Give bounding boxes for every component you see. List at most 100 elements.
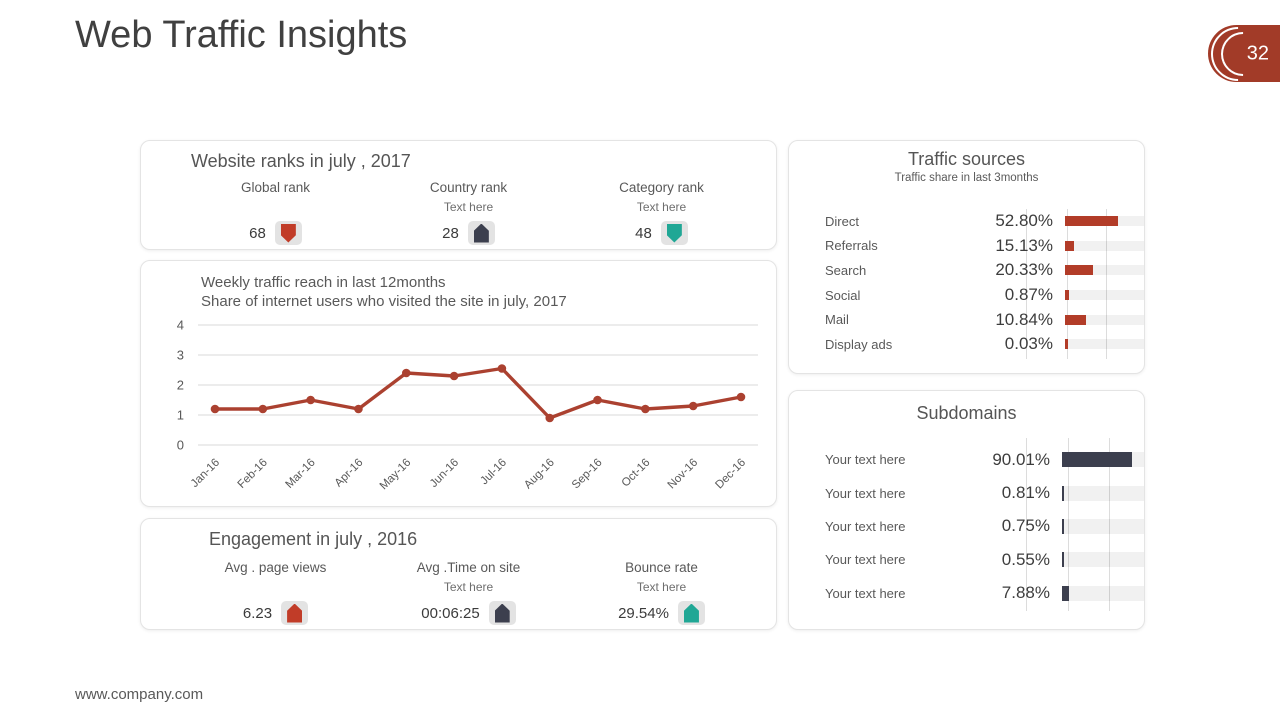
data-point xyxy=(497,364,507,373)
engagement-card: Engagement in july , 2016 Avg . page vie… xyxy=(140,518,777,630)
traffic-source-label: Social xyxy=(825,287,861,303)
stat-label: Country rank xyxy=(429,180,508,195)
stat-label: Global rank xyxy=(240,180,311,195)
stat-category-rank: Category rank Text here 48 xyxy=(565,179,758,245)
x-tick-label: Jul-16 xyxy=(478,457,509,488)
data-point xyxy=(593,395,602,405)
stat-value: 00:06:25 xyxy=(421,604,480,622)
shield-down-icon xyxy=(280,223,296,243)
bar-track xyxy=(1062,518,1144,534)
subdomain-row: Your text here 0.55% xyxy=(789,543,1144,576)
traffic-source-row: Search 20.33% xyxy=(789,258,1144,283)
data-point xyxy=(641,404,650,414)
home-up-icon xyxy=(494,603,510,623)
traffic-source-label: Search xyxy=(825,262,867,278)
traffic-source-bar xyxy=(1065,290,1069,301)
traffic-sources-card: Traffic sources Traffic share in last 3m… xyxy=(788,140,1145,374)
x-tick-label: Nov-16 xyxy=(666,457,701,492)
subdomain-label: Your text here xyxy=(825,452,906,468)
traffic-sources-title: Traffic sources xyxy=(907,149,1026,169)
traffic-source-row: Referrals 15.13% xyxy=(789,234,1144,259)
x-tick-label: Oct-16 xyxy=(620,457,653,490)
subdomain-bar xyxy=(1062,485,1064,501)
data-point xyxy=(258,404,268,414)
icon-chip xyxy=(677,601,705,625)
weekly-traffic-title: Weekly traffic reach in last 12months xyxy=(201,274,446,291)
subdomain-value: 0.81% xyxy=(1001,483,1050,503)
subdomain-label: Your text here xyxy=(825,485,906,501)
stat-bounce-rate: Bounce rate Text here 29.54% xyxy=(565,559,758,625)
home-up-icon xyxy=(473,223,489,243)
weekly-traffic-card: Weekly traffic reach in last 12months Sh… xyxy=(140,260,777,507)
traffic-source-row: Mail 10.84% xyxy=(789,307,1144,332)
subdomain-row: Your text here 0.75% xyxy=(789,510,1144,543)
footer-url: www.company.com xyxy=(75,686,204,703)
bar-track xyxy=(1062,485,1144,501)
bar-track xyxy=(1065,314,1144,325)
traffic-source-row: Direct 52.80% xyxy=(789,209,1144,234)
y-tick-label: 0 xyxy=(177,438,184,453)
engagement-stats: Avg . page views 6.23 Avg .Time on site … xyxy=(179,559,758,625)
traffic-sources-subtitle: Traffic share in last 3months xyxy=(894,172,1039,184)
subdomains-card: Subdomains Your text here 90.01% Your te… xyxy=(788,390,1145,630)
stat-label: Category rank xyxy=(619,180,704,195)
traffic-source-row: Display ads 0.03% xyxy=(789,332,1144,357)
y-tick-label: 1 xyxy=(177,408,184,423)
subdomain-value: 0.75% xyxy=(1001,516,1050,536)
icon-chip xyxy=(274,221,302,245)
x-tick-label: Apr-16 xyxy=(333,457,366,490)
stat-sublabel: Text here xyxy=(443,580,494,594)
home-up-icon xyxy=(683,603,699,623)
x-tick-label: Sep-16 xyxy=(570,457,605,492)
bar-track xyxy=(1065,240,1144,251)
traffic-sources-rows: Direct 52.80% Referrals 15.13% Search 20… xyxy=(789,209,1144,357)
icon-chip xyxy=(467,221,495,245)
traffic-source-bar xyxy=(1065,240,1074,251)
weekly-traffic-titles: Weekly traffic reach in last 12months Sh… xyxy=(201,273,567,311)
data-point xyxy=(736,392,746,402)
subdomain-bar xyxy=(1062,518,1064,534)
data-point xyxy=(449,371,459,381)
x-tick-label: May-16 xyxy=(378,457,414,493)
traffic-source-label: Mail xyxy=(825,312,849,328)
y-tick-label: 3 xyxy=(177,348,184,363)
x-tick-label: Aug-16 xyxy=(522,457,557,492)
bar-track xyxy=(1062,452,1144,468)
stat-value: 68 xyxy=(249,224,266,242)
stat-country-rank: Country rank Text here 28 xyxy=(372,179,565,245)
data-point xyxy=(210,404,220,414)
data-point xyxy=(354,404,363,414)
subdomains-rows: Your text here 90.01% Your text here 0.8… xyxy=(789,443,1144,610)
x-tick-label: Mar-16 xyxy=(284,457,318,491)
subdomain-label: Your text here xyxy=(825,585,906,601)
bar-gridlines xyxy=(1026,438,1110,611)
subdomain-bar xyxy=(1062,552,1065,568)
traffic-source-value: 15.13% xyxy=(995,235,1053,255)
stat-value: 6.23 xyxy=(242,604,273,622)
traffic-reach-line xyxy=(215,366,742,420)
stat-avg-page-views: Avg . page views 6.23 xyxy=(179,559,372,625)
subdomain-label: Your text here xyxy=(825,518,906,534)
page-number: 32 xyxy=(1246,42,1269,64)
subdomain-row: Your text here 0.81% xyxy=(789,476,1144,509)
data-point xyxy=(545,413,555,423)
stat-sublabel: Text here xyxy=(443,200,494,214)
stat-sublabel: Text here xyxy=(636,580,687,594)
stat-label: Avg . page views xyxy=(224,560,327,575)
traffic-source-value: 52.80% xyxy=(995,211,1053,231)
subdomain-value: 90.01% xyxy=(992,449,1050,469)
traffic-source-value: 10.84% xyxy=(995,309,1053,329)
shield-down-icon xyxy=(666,223,682,243)
bar-track xyxy=(1065,339,1144,350)
stat-label: Bounce rate xyxy=(625,560,698,575)
traffic-source-value: 0.87% xyxy=(1004,285,1053,305)
stat-label: Avg .Time on site xyxy=(416,560,521,575)
home-up-icon xyxy=(287,603,303,623)
traffic-source-label: Direct xyxy=(825,213,859,229)
y-tick-label: 4 xyxy=(177,318,184,333)
traffic-source-bar xyxy=(1065,216,1118,227)
x-tick-label: Jun-16 xyxy=(428,457,461,490)
weekly-traffic-line-chart: 0 1 2 3 4 Jan-16 Feb-16 Mar-16 Apr-16 May-16 Jun-1… xyxy=(177,318,758,493)
weekly-traffic-subtitle: Share of internet users who visited the … xyxy=(201,293,567,310)
